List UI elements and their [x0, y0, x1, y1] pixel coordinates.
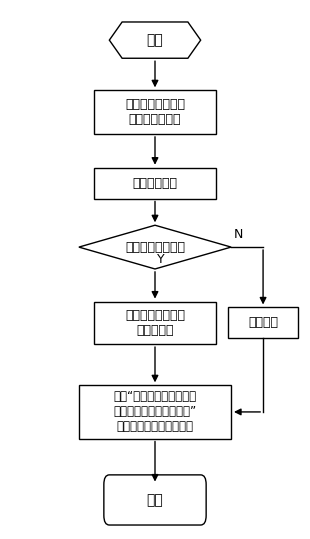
FancyBboxPatch shape [104, 475, 206, 525]
Bar [79, 385, 231, 439]
Text: 开始: 开始 [147, 33, 163, 47]
Bar [94, 168, 216, 198]
Text: N: N [234, 227, 244, 241]
Text: 正常样本: 正常样本 [248, 316, 278, 329]
Text: 结束: 结束 [147, 493, 163, 507]
Polygon shape [79, 225, 231, 269]
Text: Y: Y [157, 253, 165, 266]
Text: 对预测样本的特征
量进行预测: 对预测样本的特征 量进行预测 [125, 309, 185, 337]
Text: 采用“基于示功图的有杆抗
油系统故障逐阶诊断方法”
进行故障分辨和故障识别: 采用“基于示功图的有杆抗 油系统故障逐阶诊断方法” 进行故障分辨和故障识别 [113, 390, 197, 433]
Text: 是否存在故障预兆: 是否存在故障预兆 [125, 240, 185, 253]
Bar [228, 307, 298, 338]
Text: 故障预兆分析: 故障预兆分析 [132, 177, 178, 190]
Text: 计算特征量的安全
区域和危险区域: 计算特征量的安全 区域和危险区域 [125, 98, 185, 126]
Bar [94, 301, 216, 344]
Polygon shape [109, 22, 201, 58]
Bar [94, 90, 216, 134]
